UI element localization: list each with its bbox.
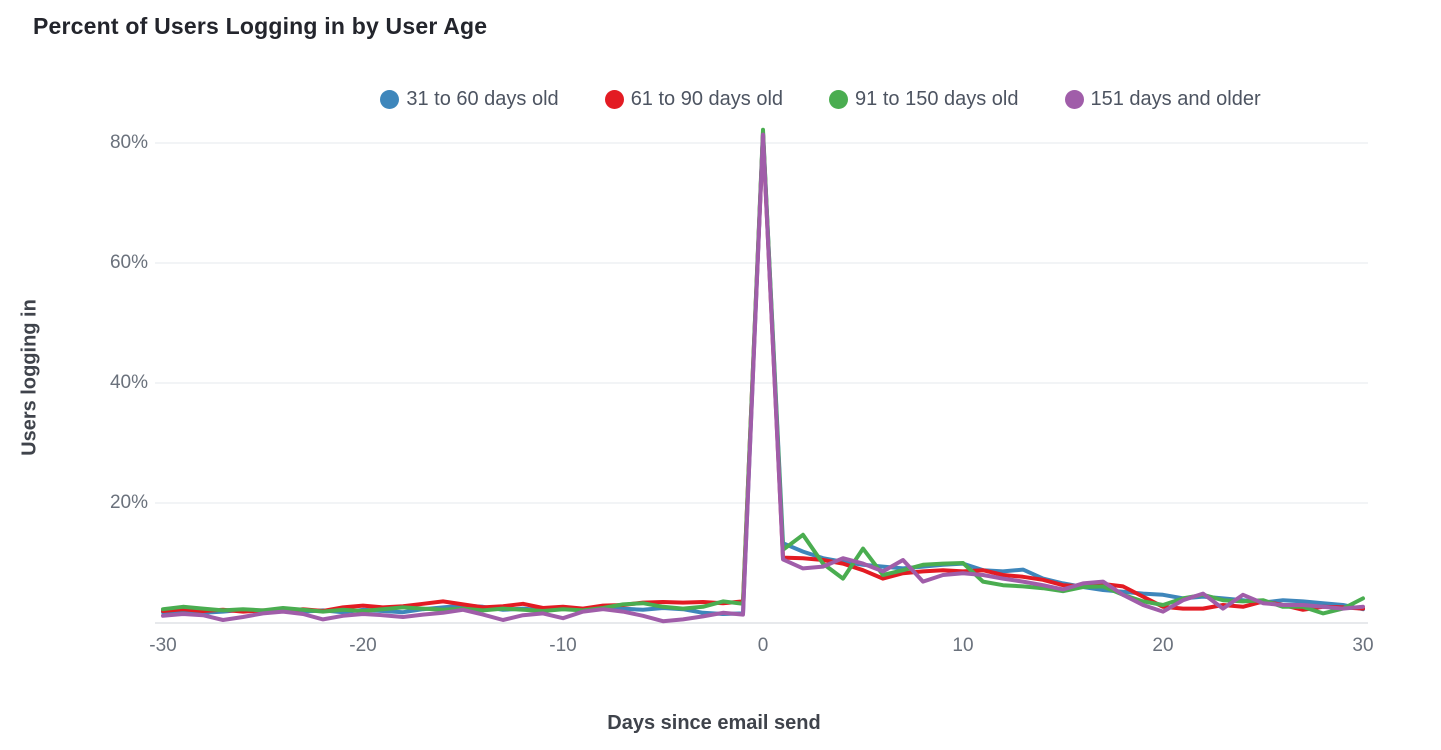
series-line-4[interactable] — [161, 132, 1365, 624]
legend: 31 to 60 days old 61 to 90 days old 91 t… — [200, 88, 1441, 111]
x-tick-label: 30 — [1352, 635, 1374, 656]
x-tick-label: -10 — [549, 635, 577, 656]
legend-item[interactable]: 91 to 150 days old — [829, 88, 1019, 111]
y-tick-label: 60% — [109, 252, 148, 273]
legend-color-dot-icon — [380, 90, 400, 109]
x-tick-label: 20 — [1152, 635, 1174, 656]
series-line-2[interactable] — [161, 132, 1365, 614]
legend-item[interactable]: 151 days and older — [1064, 88, 1261, 111]
legend-item[interactable]: 61 to 90 days old — [604, 88, 784, 111]
legend-color-dot-icon — [829, 90, 849, 109]
legend-item-label: 151 days and older — [1090, 88, 1261, 110]
x-tick-label: -30 — [149, 635, 177, 656]
page-title: Percent of Users Logging in by User Age — [33, 13, 488, 39]
x-tick-label: 0 — [757, 635, 769, 656]
legend-color-dot-icon — [1064, 90, 1084, 109]
series-line-1[interactable] — [161, 130, 1365, 616]
legend-color-dot-icon — [604, 90, 624, 109]
legend-item[interactable]: 31 to 60 days old — [380, 88, 559, 111]
y-tick-label: 40% — [109, 372, 148, 393]
x-tick-label: -20 — [349, 635, 377, 656]
x-tick-label: 10 — [952, 635, 974, 656]
legend-item-label: 31 to 60 days old — [406, 88, 559, 110]
legend-item-label: 91 to 150 days old — [855, 88, 1019, 110]
legend-item-label: 61 to 90 days old — [630, 88, 784, 110]
y-tick-label: 80% — [109, 132, 148, 153]
x-axis-title: Days since email send — [607, 712, 821, 734]
y-tick-label: 20% — [109, 492, 148, 513]
series-line-3[interactable] — [161, 127, 1365, 616]
y-axis-title: Users logging in — [18, 299, 41, 456]
